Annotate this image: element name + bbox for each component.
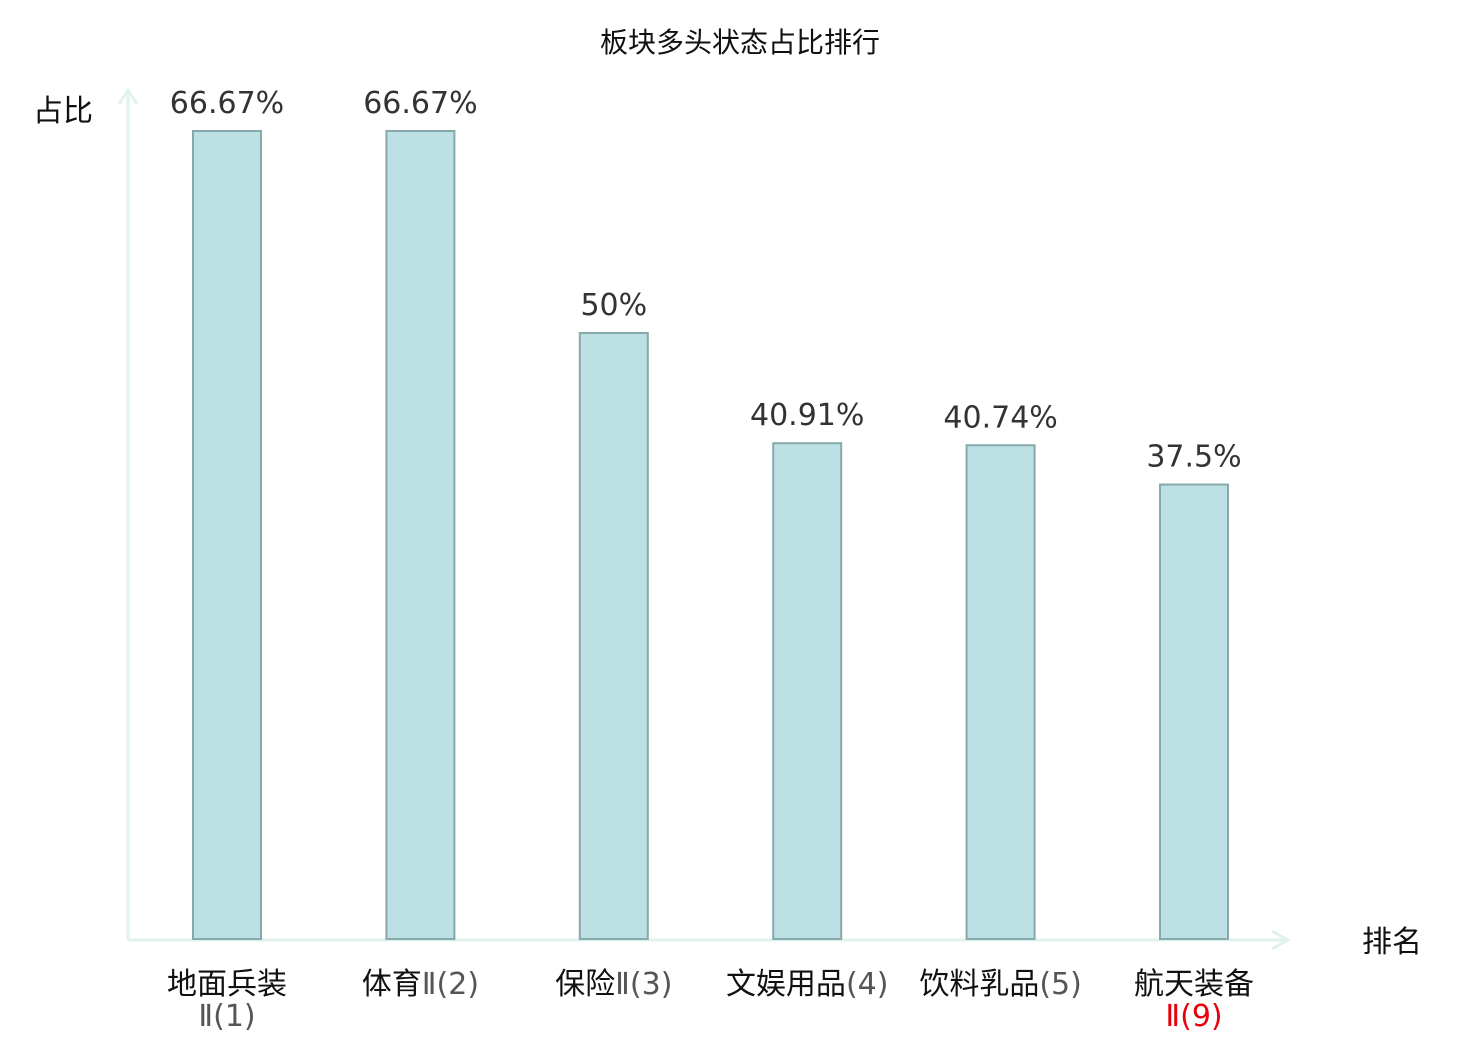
x-axis-label: 排名 — [1362, 925, 1422, 960]
value-label-4: 40.91% — [750, 398, 864, 433]
x-axis-arrow — [1271, 929, 1292, 951]
y-axis-arrow — [117, 87, 139, 105]
category-label-6: 航天装备 Ⅱ(9) — [1134, 967, 1254, 1034]
bar-1 — [192, 130, 262, 940]
category-labels-group: 地面兵装 Ⅱ(1) 体育Ⅱ(2) 保险Ⅱ(3) 文娱用品(4) 饮料乳品(5) 航天装备 Ⅱ(… — [167, 967, 1254, 1034]
category-label-1: 地面兵装 Ⅱ(1) — [167, 967, 287, 1034]
bar-3 — [578, 332, 649, 941]
value-label-3: 50% — [580, 288, 647, 323]
value-labels-group: 66.67% 66.67% 50% 40.91% 40.74% 37.5% — [170, 86, 1242, 475]
bar-4 — [772, 442, 843, 940]
y-axis-label: 占比 — [33, 94, 93, 129]
bars-group — [192, 130, 1229, 941]
category-label-3: 保险Ⅱ(3) — [555, 967, 672, 1002]
category-label-2: 体育Ⅱ(2) — [362, 967, 479, 1002]
chart-title: 板块多头状态占比排行 — [600, 26, 880, 59]
bar-5 — [965, 444, 1036, 940]
category-label-4: 文娱用品(4) — [726, 967, 889, 1002]
value-label-6: 37.5% — [1146, 440, 1241, 475]
category-label-5: 饮料乳品(5) — [919, 967, 1082, 1002]
bar-2 — [385, 130, 456, 940]
value-label-2: 66.67% — [363, 86, 477, 121]
value-label-1: 66.67% — [170, 86, 284, 121]
value-label-5: 40.74% — [943, 400, 1057, 435]
bar-6 — [1159, 483, 1229, 940]
